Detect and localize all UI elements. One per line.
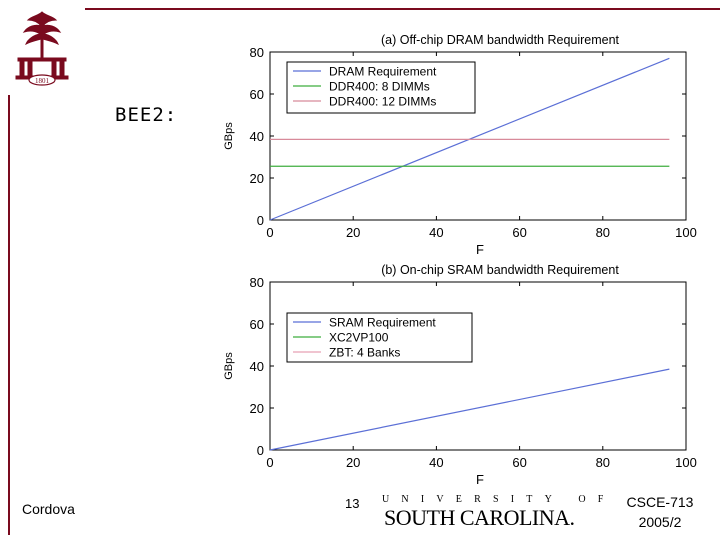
x-tick-label: 80 xyxy=(596,455,610,470)
x-tick-label: 60 xyxy=(512,455,526,470)
university-seal-logo: 1801 xyxy=(15,11,69,86)
footer-author: Cordova xyxy=(22,501,75,517)
course-term: 2005/2 xyxy=(638,514,682,530)
legend-label: DDR400: 12 DIMMs xyxy=(329,95,436,109)
usc-wordmark-bottom: SOUTH CAROLINA. xyxy=(384,505,575,530)
usc-wordmark-logo: UNIVERSITY OF SOUTH CAROLINA. xyxy=(382,494,603,534)
logo-year: 1801 xyxy=(35,77,50,85)
x-tick-label: 20 xyxy=(346,225,360,240)
x-tick-label: 40 xyxy=(429,455,443,470)
y-axis-label: GBps xyxy=(223,122,235,150)
x-axis-label: F xyxy=(476,472,484,487)
y-tick-label: 0 xyxy=(257,443,264,458)
course-code: CSCE-713 xyxy=(626,494,694,510)
page-number: 13 xyxy=(345,496,360,511)
plot-frame xyxy=(269,281,687,451)
x-tick-label: 40 xyxy=(429,225,443,240)
course-info: CSCE-713 2005/2 xyxy=(618,492,702,532)
chart-title: (a) Off-chip DRAM bandwidth Requirement xyxy=(381,33,620,47)
x-tick-label: 20 xyxy=(346,455,360,470)
x-axis-label: F xyxy=(476,242,484,257)
chart-title: (b) On-chip SRAM bandwidth Requirement xyxy=(381,263,619,277)
y-tick-label: 40 xyxy=(250,359,264,374)
legend-label: DRAM Requirement xyxy=(329,65,437,79)
legend-label: ZBT: 4 Banks xyxy=(329,346,400,360)
legend-label: DDR400: 8 DIMMs xyxy=(329,80,430,94)
chart-2: (b) On-chip SRAM bandwidth Requirement 0 2… xyxy=(223,263,697,487)
usc-wordmark-top: UNIVERSITY OF xyxy=(382,494,616,505)
y-tick-label: 20 xyxy=(250,401,264,416)
y-tick-label: 80 xyxy=(250,275,264,290)
chart-1: (a) Off-chip DRAM bandwidth Requirement 0… xyxy=(223,33,697,257)
left-rule xyxy=(8,95,10,535)
y-tick-label: 20 xyxy=(250,171,264,186)
x-tick-label: 0 xyxy=(266,455,273,470)
x-tick-label: 100 xyxy=(675,455,697,470)
x-tick-label: 100 xyxy=(675,225,697,240)
y-axis-label: GBps xyxy=(223,352,235,380)
x-tick-label: 80 xyxy=(596,225,610,240)
y-tick-label: 60 xyxy=(250,317,264,332)
x-tick-label: 0 xyxy=(266,225,273,240)
y-tick-label: 60 xyxy=(250,87,264,102)
x-tick-label: 60 xyxy=(512,225,526,240)
slide-title: BEE2: xyxy=(115,104,178,126)
y-tick-label: 0 xyxy=(257,213,264,228)
legend-label: SRAM Requirement xyxy=(329,316,436,330)
top-rule xyxy=(85,8,720,10)
y-tick-label: 80 xyxy=(250,45,264,60)
series-line-1 xyxy=(269,368,670,451)
y-tick-label: 40 xyxy=(250,129,264,144)
legend-label: XC2VP100 xyxy=(329,331,389,345)
